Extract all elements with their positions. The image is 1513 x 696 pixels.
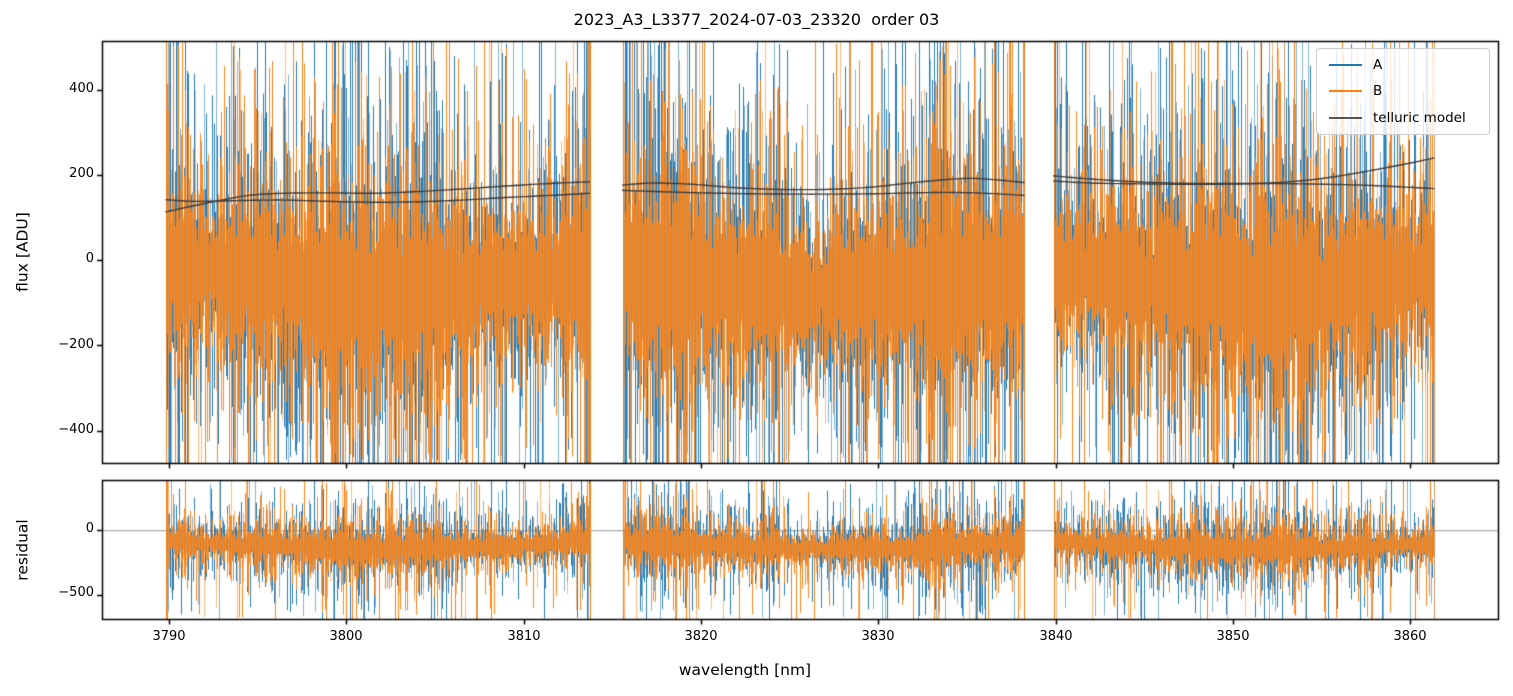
legend-item-a: A <box>1317 57 1489 73</box>
residual-tick-label-m500: −500 <box>58 585 94 600</box>
x-tick-label-3790: 3790 <box>152 629 186 644</box>
x-tick-label-3860: 3860 <box>1393 629 1427 644</box>
flux-tick-label-m200: −200 <box>58 337 94 352</box>
x-tick-label-3820: 3820 <box>684 629 718 644</box>
flux-tick-label-0: 0 <box>85 251 94 266</box>
x-tick-label-3840: 3840 <box>1039 629 1073 644</box>
chart-title: 2023_A3_L3377_2024-07-03_23320 order 03 <box>573 10 940 29</box>
x-tick-label-3800: 3800 <box>329 629 363 644</box>
legend-label-a: A <box>1373 57 1383 74</box>
residual-y-axis-label: residual <box>13 519 32 581</box>
legend: A B telluric model <box>1316 48 1490 135</box>
x-tick-label-3850: 3850 <box>1216 629 1250 644</box>
x-axis-label: wavelength [nm] <box>678 661 812 679</box>
a-series-line-swatch <box>1329 64 1362 67</box>
x-tick-label-3810: 3810 <box>507 629 541 644</box>
flux-tick-label-m400: −400 <box>58 422 94 437</box>
residual-tick-label-0: 0 <box>85 521 94 536</box>
flux-tick-label-200: 200 <box>69 166 94 181</box>
x-tick-label-3830: 3830 <box>861 629 895 644</box>
flux-tick-label-400: 400 <box>69 81 94 96</box>
telluric-model-line-swatch <box>1329 116 1362 119</box>
legend-label-b: B <box>1373 83 1383 100</box>
flux-y-axis-label: flux [ADU] <box>13 212 32 292</box>
legend-label-telluric-model: telluric model <box>1373 109 1466 126</box>
legend-item-telluric-model: telluric model <box>1317 110 1489 126</box>
legend-item-b: B <box>1317 83 1489 99</box>
b-series-line-swatch <box>1329 90 1362 93</box>
